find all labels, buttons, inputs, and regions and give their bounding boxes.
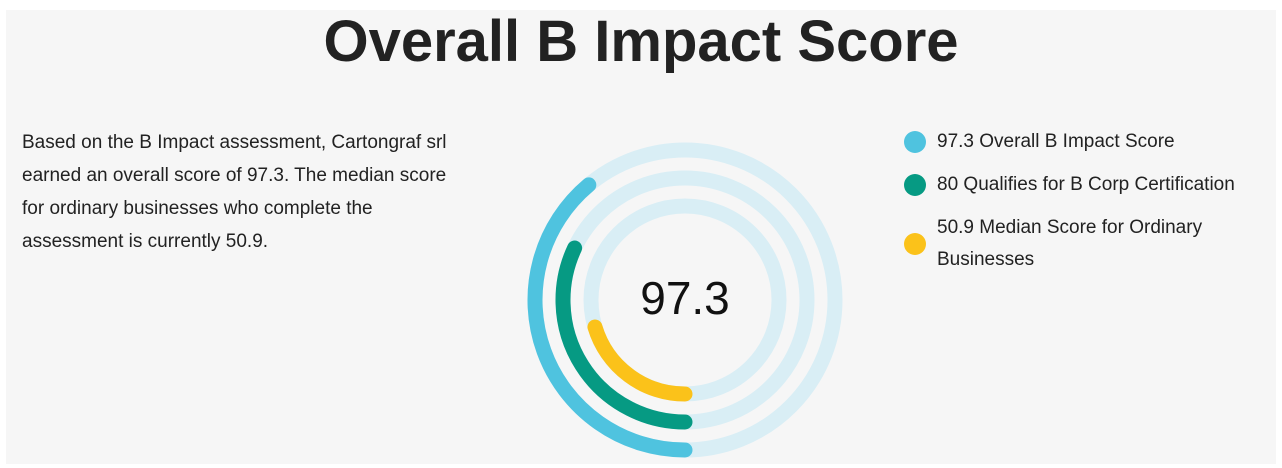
legend-value: 97.3 <box>937 131 974 152</box>
arc <box>527 177 693 458</box>
legend-text: 80 Qualifies for B Corp Certification <box>937 169 1235 201</box>
description: Based on the B Impact assessment, Carton… <box>22 132 447 252</box>
legend-text: 97.3 Overall B Impact Score <box>937 126 1175 158</box>
legend-item: 80 Qualifies for B Corp Certification <box>904 169 1274 201</box>
legend-item: 50.9 Median Score for Ordinary Businesse… <box>904 212 1274 276</box>
legend-item: 97.3 Overall B Impact Score <box>904 126 1274 158</box>
legend-value: 80 <box>937 174 959 195</box>
center-label: 97.3 <box>640 272 730 324</box>
chart-title: Overall B Impact Score <box>323 9 959 74</box>
legend-value: 50.9 <box>937 217 974 238</box>
legend-swatch <box>904 174 926 196</box>
legend-label: Overall B Impact Score <box>979 131 1175 152</box>
arc <box>587 319 693 402</box>
legend-text: 50.9 Median Score for Ordinary Businesse… <box>937 212 1274 276</box>
legend-swatch <box>904 233 926 255</box>
legend-swatch <box>904 131 926 153</box>
legend: 97.3 Overall B Impact Score 80 Qualifies … <box>904 126 1274 287</box>
legend-label: Median Score for Ordinary Businesses <box>937 217 1203 270</box>
legend-label: Qualifies for B Corp Certification <box>963 174 1235 195</box>
arc <box>555 240 693 430</box>
